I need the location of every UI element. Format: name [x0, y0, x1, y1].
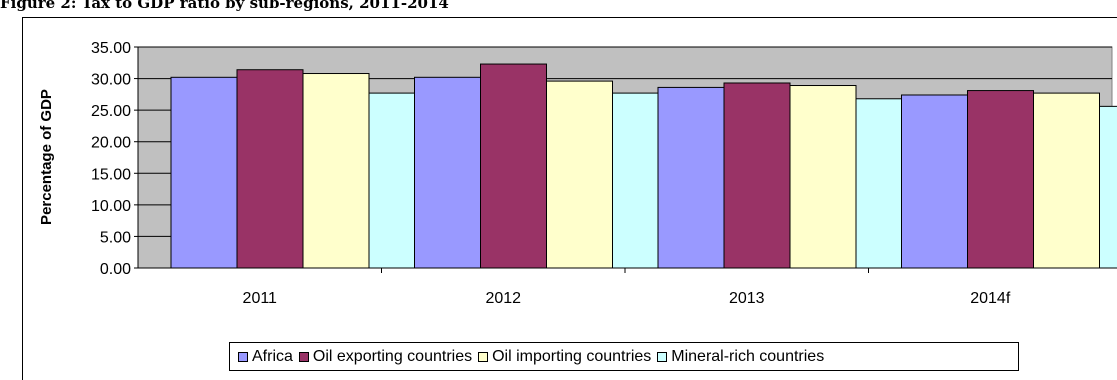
bar-oil-exporting-countries-2013 [723, 82, 791, 269]
legend-swatch [238, 351, 248, 362]
bar-oil-exporting-countries-2014f [967, 90, 1034, 269]
legend-item: Oil importing countries [478, 348, 651, 366]
legend-label: Oil importing countries [492, 347, 652, 365]
y-tick-label: 30.00 [91, 72, 131, 89]
legend-label: Mineral-rich countries [671, 347, 825, 365]
figure-caption: Figure 2: Tax to GDP ratio by sub-region… [0, 0, 449, 12]
y-tick-label: 5.00 [100, 229, 131, 246]
bar-africa-2011 [170, 76, 238, 269]
legend-label: Oil exporting countries [312, 347, 473, 365]
legend-label: Africa [252, 347, 293, 365]
y-tick-label: 0.00 [100, 261, 131, 278]
bar-oil-importing-countries-2011 [302, 73, 370, 269]
bar-mineral-rich-countries-2014f [1099, 105, 1117, 269]
x-tick-label: 2012 [485, 290, 521, 307]
legend-item: Mineral-rich countries [657, 348, 824, 366]
x-tick-label: 2014f [970, 290, 1011, 307]
x-tick-label: 2011 [243, 290, 278, 307]
y-tick-label: 15.00 [91, 166, 131, 183]
y-tick-label: 20.00 [91, 135, 131, 152]
bar-africa-2013 [657, 86, 725, 269]
y-tick-label: 10.00 [91, 198, 131, 215]
y-tick-label: 35.00 [91, 40, 131, 57]
bar-oil-importing-countries-2012 [546, 80, 613, 269]
y-axis-label: Percentage of GDP [38, 89, 55, 225]
x-tick-label: 2013 [729, 290, 765, 307]
legend-item: Africa [238, 348, 293, 366]
legend-swatch [298, 351, 309, 362]
bar-oil-exporting-countries-2012 [480, 63, 547, 269]
bar-oil-importing-countries-2014f [1033, 92, 1100, 269]
bar-oil-exporting-countries-2011 [236, 69, 304, 269]
legend-swatch [657, 351, 668, 362]
bar-oil-importing-countries-2013 [789, 85, 857, 269]
legend-item: Oil exporting countries [298, 347, 473, 366]
bar-africa-2014f [901, 94, 968, 269]
legend-swatch [478, 351, 489, 362]
chart-legend: Africa Oil exporting countries Oil importi… [229, 342, 1019, 371]
bar-africa-2012 [414, 76, 481, 269]
y-tick-label: 25.00 [91, 103, 131, 120]
